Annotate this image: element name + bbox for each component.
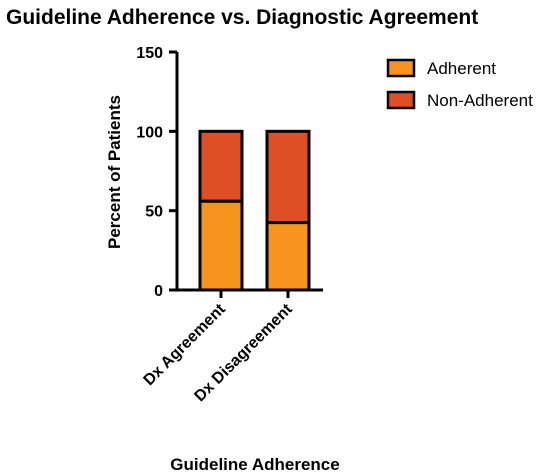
legend-swatch-non-adherent bbox=[386, 90, 416, 110]
bar-dx-agreement-adherent bbox=[198, 199, 244, 292]
y-axis-title: Percent of Patients bbox=[105, 95, 124, 249]
y-tick-label-50: 50 bbox=[145, 204, 163, 221]
legend: Adherent Non-Adherent bbox=[386, 58, 533, 110]
x-axis-title: Guideline Adherence bbox=[170, 455, 339, 474]
bar-dx-agreement-non-adherent bbox=[198, 129, 244, 203]
bar-dx-disagreement-non-adherent bbox=[265, 129, 311, 225]
y-tick-label-150: 150 bbox=[136, 45, 163, 62]
y-tick-label-0: 0 bbox=[154, 283, 163, 300]
legend-label-non-adherent: Non-Adherent bbox=[427, 91, 533, 110]
chart-title: Guideline Adherence vs. Diagnostic Agree… bbox=[6, 6, 478, 29]
bar-dx-disagreement-adherent bbox=[265, 221, 311, 292]
legend-label-adherent: Adherent bbox=[427, 59, 496, 78]
bars-layer bbox=[198, 129, 311, 292]
legend-swatch-adherent bbox=[386, 58, 416, 78]
y-tick-label-100: 100 bbox=[136, 124, 163, 141]
